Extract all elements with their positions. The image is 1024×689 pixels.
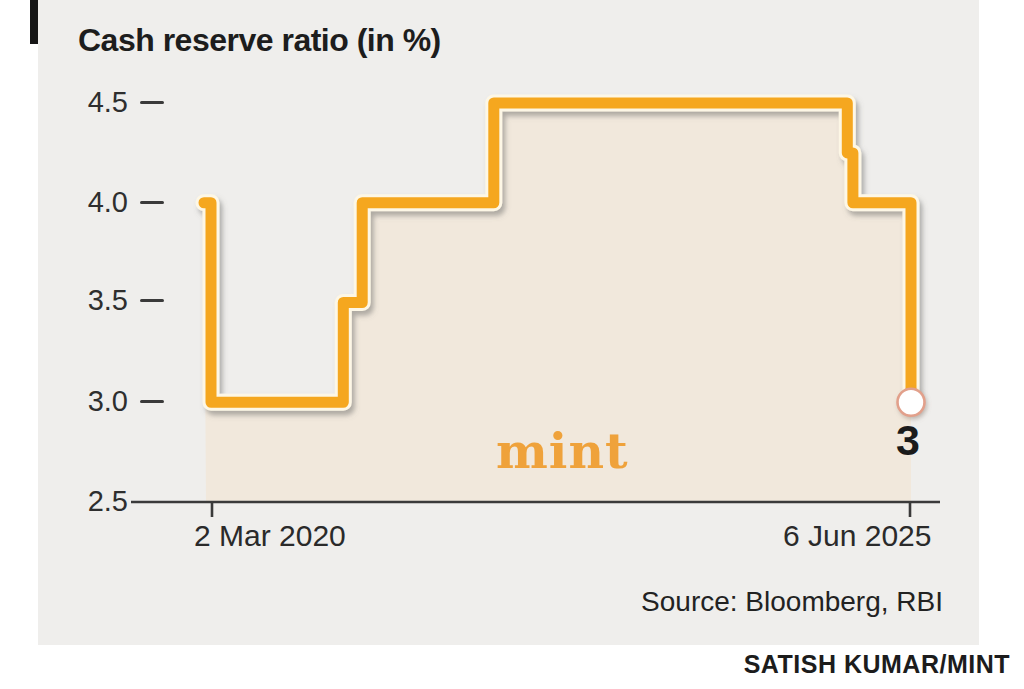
mint-watermark-logo: mint: [496, 422, 629, 480]
x-axis-label-start: 2 Mar 2020: [194, 519, 346, 553]
end-value-label: 3: [884, 416, 932, 465]
author-credit: SATISH KUMAR/MINT: [744, 650, 1010, 679]
source-attribution: Source: Bloomberg, RBI: [641, 586, 943, 618]
x-axis-label-end: 6 Jun 2025: [783, 519, 931, 553]
end-point-marker: [898, 389, 925, 416]
